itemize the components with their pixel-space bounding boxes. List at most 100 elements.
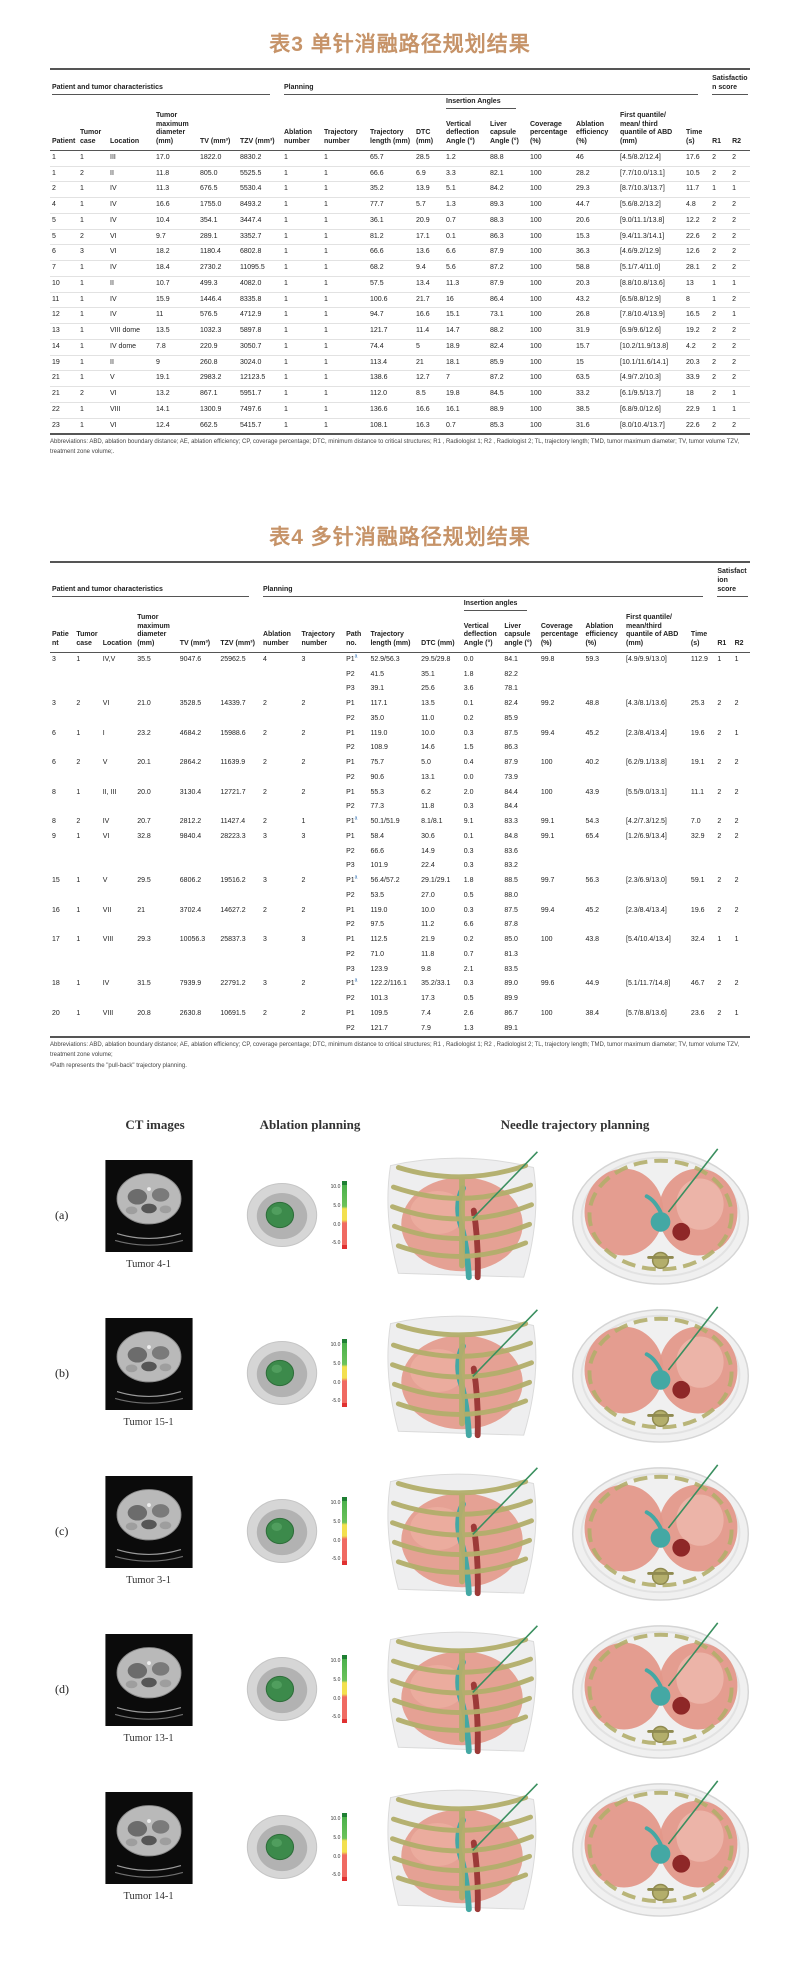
needle-line: [667, 1306, 719, 1371]
table-row: P2 35.0 11.0 0.2 85.9: [50, 712, 750, 727]
table-cell: 14339.7: [220, 700, 246, 708]
table-cell: VI: [108, 228, 154, 245]
table-cell: 100: [528, 181, 574, 198]
table-cell: 32.9: [690, 832, 705, 840]
colorbar-tick: 5.0: [333, 1202, 341, 1209]
table-cell: [539, 889, 584, 904]
table-cell: [261, 682, 300, 697]
table-cell: 100: [528, 386, 574, 403]
table-row: 20 1 VIII 20.8 2630.8 10691.5 2 2 P1 109.5 7.4 2.6 8…: [50, 1007, 750, 1022]
table-cell: 7939.9: [179, 980, 202, 988]
table-cell: 19.6: [690, 729, 705, 737]
table-cell: 0.7: [444, 417, 488, 435]
table-cell: 2.6: [463, 1009, 474, 1017]
needle-line: [472, 1309, 538, 1378]
table-cell: [689, 741, 715, 756]
table4-column-header-row: Patient Tumor case Location Tumor maximum d…: [50, 612, 750, 653]
colorbar-tick: -5.0: [331, 1398, 341, 1405]
table-cell: [7.7/10.0/13.1]: [618, 165, 684, 182]
table-cell: 2: [710, 260, 731, 277]
table-row: 5 1 IV 10.4 354.1 3447.4 1 1 36.1 20.9 0.7 88.3 100 2…: [50, 212, 751, 229]
tumor-label: Tumor 4-1: [126, 1259, 171, 1271]
colorbar: 10.0 5.0 0.0 -5.0: [331, 1655, 348, 1724]
table-cell: 83.6: [504, 847, 518, 855]
table-cell: [261, 859, 300, 874]
figure-header-needle-trajectory: Needle trajectory planning: [500, 1117, 650, 1133]
table-cell: 20.1: [137, 759, 151, 767]
table-cell: IV: [108, 212, 154, 229]
table-cell: 1300.9: [198, 401, 238, 418]
table-cell: 1: [322, 260, 368, 277]
table-cell: [715, 668, 732, 683]
table-cell: [733, 992, 750, 1007]
table-cell: 1: [282, 323, 322, 340]
table-cell: 101.3: [370, 995, 388, 1003]
table-cell: 5: [50, 212, 78, 229]
table-cell: [101, 948, 135, 963]
table-cell: [624, 889, 689, 904]
table-cell: 63.5: [574, 370, 618, 387]
table-cell: [178, 741, 219, 756]
table-cell: [715, 992, 732, 1007]
table-cell: 9.1: [463, 818, 474, 826]
table-cell: 16.1: [444, 401, 488, 418]
colorbar-tick: -5.0: [331, 1240, 341, 1247]
table-cell: P1a: [346, 653, 358, 663]
table-cell: 9.4: [414, 260, 444, 277]
table-cell: [624, 712, 689, 727]
table-cell: [9.4/11.3/14.1]: [618, 228, 684, 245]
table-cell: 1: [734, 1009, 739, 1017]
table-cell: 1: [322, 212, 368, 229]
table-cell: P2: [346, 1024, 355, 1032]
ablation-planning-cell: 10.0 5.0 0.0 -5.0: [214, 1805, 373, 1889]
column-header: First quantile/ mean/ third quantile of …: [618, 110, 684, 151]
table-cell: 2: [78, 165, 108, 182]
table-cell: P3: [346, 685, 355, 693]
table-cell: 6.2: [421, 788, 431, 796]
table-row: P3 39.1 25.6 3.6 78.1: [50, 682, 750, 697]
table-cell: [135, 1022, 178, 1038]
table-cell: [218, 741, 261, 756]
table-cell: 20: [52, 1009, 60, 1017]
table-cell: 2: [730, 244, 751, 261]
table-cell: VIII: [108, 401, 154, 418]
axial-render: [571, 1148, 750, 1286]
table-cell: 2: [712, 153, 717, 161]
table-cell: [74, 741, 100, 756]
table-cell: 1: [78, 401, 108, 418]
table-cell: 10056.3: [179, 936, 206, 944]
table-cell: 1: [78, 307, 108, 324]
colorbar-tick: 10.0: [330, 1500, 341, 1507]
table-cell: [261, 741, 300, 756]
table-cell: [733, 963, 750, 978]
table-row: 6 2 V 20.1 2864.2 11639.9 2 2 P1 75.7 5.0 0.4 87.9 10…: [50, 756, 750, 771]
column-header: Location: [108, 110, 154, 151]
table-cell: [74, 889, 100, 904]
table-cell: 2: [734, 877, 739, 885]
table-cell: [4.9/7.2/10.3]: [618, 370, 684, 387]
axial-render: [571, 1622, 750, 1760]
table-cell: 100: [528, 165, 574, 182]
table-cell: [733, 948, 750, 963]
table-cell: [4.9/9.9/13.0]: [626, 655, 667, 663]
table-row: 14 1 IV dome 7.8 220.9 3050.7 1 1 74.4 5 18.9 82.4 1…: [50, 338, 751, 355]
table-cell: 8: [52, 788, 56, 796]
table-cell: 66.6: [368, 165, 414, 182]
table-cell: 1: [282, 260, 322, 277]
table-cell: 19.6: [690, 906, 705, 914]
table-cell: 35.0: [370, 714, 385, 722]
table-cell: [715, 712, 732, 727]
table-cell: 15.7: [574, 338, 618, 355]
table-cell: 805.0: [198, 165, 238, 182]
column-header: TZV (mm³): [238, 110, 282, 151]
ct-image-cell: Tumor 4-1: [83, 1160, 214, 1270]
ribcage-render: [387, 1625, 538, 1755]
table-cell: 10.0: [421, 729, 435, 737]
table-cell: 1: [282, 386, 322, 403]
table-cell: [583, 992, 624, 1007]
table-cell: 85.9: [504, 714, 518, 722]
table-cell: 1: [282, 181, 322, 198]
table-cell: [261, 712, 300, 727]
table-cell: [218, 1022, 261, 1038]
table-cell: 3: [262, 832, 267, 840]
